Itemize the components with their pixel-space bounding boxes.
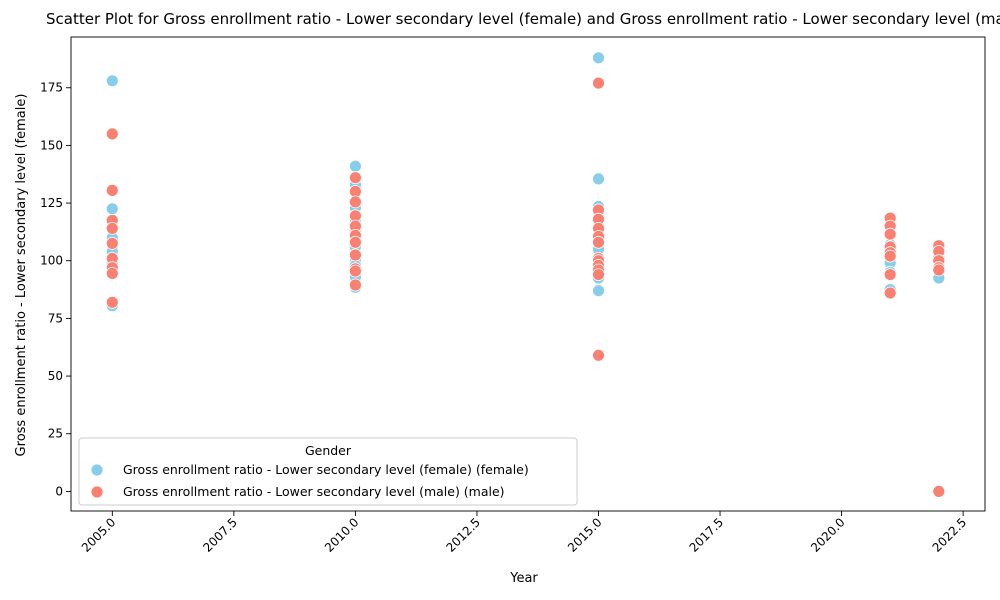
y-tick-label: 125 [40,196,63,210]
data-point [105,236,119,250]
legend-title: Gender [305,443,352,458]
data-point [105,221,119,235]
y-tick-label: 175 [40,81,63,95]
data-point [105,74,119,88]
data-point [348,195,362,209]
legend-marker-male [90,485,104,499]
x-tick-label: 2005.0 [79,515,119,555]
y-tick-label: 50 [48,369,63,383]
data-point [105,266,119,280]
data-point [592,235,605,249]
data-point [592,51,605,65]
legend: Gender Gross enrollment ratio - Lower se… [78,437,578,506]
x-tick-label: 2017.5 [687,515,727,555]
data-point [348,235,362,249]
y-tick-label: 100 [40,254,63,268]
data-point [105,295,119,309]
data-point [883,249,897,263]
legend-entry-male: Gross enrollment ratio - Lower secondary… [123,484,505,499]
data-point [883,268,897,282]
x-axis-ticks: 2005.0 2007.5 2010.0 2012.5 2015.0 2017.5 2020… [79,511,969,555]
y-tick-label: 25 [48,427,63,441]
y-tick-label: 0 [55,484,63,498]
x-axis-label: Year [509,571,538,586]
x-tick-label: 2015.0 [565,515,605,555]
chart-title: Scatter Plot for Gross enrollment ratio … [46,10,1000,28]
data-point [592,284,605,298]
series-0 [105,51,946,313]
data-point [348,278,362,292]
y-tick-label: 75 [48,311,63,325]
x-tick-label: 2012.5 [443,515,483,555]
plot-frame [70,36,986,512]
data-point [932,484,946,498]
data-point [348,264,362,278]
data-point [592,268,605,282]
legend-box [78,437,578,506]
legend-entry-female: Gross enrollment ratio - Lower secondary… [123,462,529,477]
y-axis-ticks: 0 25 50 75 100 125 150 175 [40,81,71,498]
y-axis-label: Gross enrollment ratio - Lower secondary… [14,94,29,457]
data-point [592,76,605,90]
x-tick-label: 2010.0 [322,515,362,555]
legend-marker-female [90,463,104,477]
x-tick-label: 2022.5 [930,515,970,555]
data-point [883,227,897,241]
data-point [932,263,946,277]
data-point [883,286,897,300]
data-point [348,171,362,185]
data-point [592,172,605,186]
data-point [348,159,362,173]
points-layer [105,51,946,498]
data-point [105,183,119,197]
data-point [592,348,605,362]
x-tick-label: 2007.5 [200,515,240,555]
data-point [348,248,362,262]
series-1 [105,76,946,498]
x-tick-label: 2020.0 [808,515,848,555]
y-tick-label: 150 [40,138,63,152]
data-point [105,202,119,216]
data-point [105,127,119,141]
